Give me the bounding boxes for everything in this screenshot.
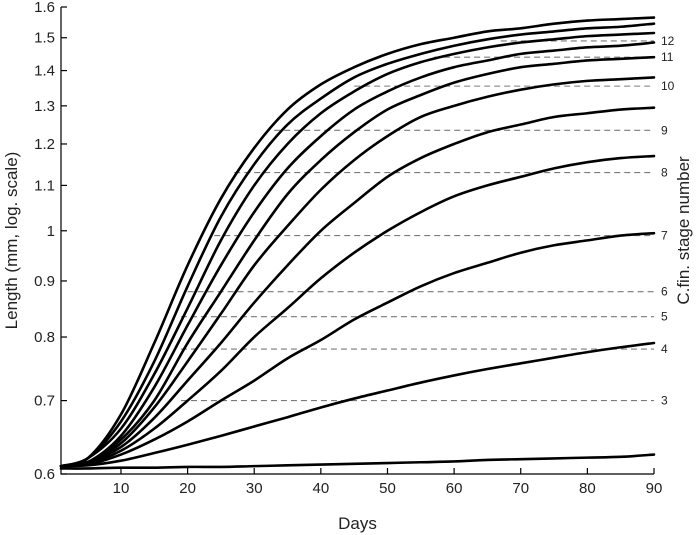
stage-label-7: 7 <box>661 229 668 243</box>
x-axis-title: Days <box>338 514 377 533</box>
stage-label-11: 11 <box>661 50 674 64</box>
growth-curve-11 <box>59 453 656 470</box>
right-axis-title: C.fin. stage number <box>674 156 693 305</box>
growth-curve-9 <box>59 231 656 468</box>
y-tick-label: 1.1 <box>34 177 55 194</box>
y-tick-label: 0.9 <box>34 273 55 290</box>
axes-layer: 0.6 0.7 0.8 0.9 1 1.1 1.2 1.3 1.4 1.5 1.6 10 20 30 40 5… <box>34 0 662 497</box>
x-tick-label: 80 <box>579 480 596 497</box>
y-tick-label: 1.5 <box>34 30 55 47</box>
x-tick-label: 60 <box>446 480 463 497</box>
stage-label-4: 4 <box>661 342 668 356</box>
stage-label-10: 10 <box>661 79 675 93</box>
growth-curve-1 <box>59 16 656 468</box>
y-tick-label: 1.2 <box>34 136 55 153</box>
growth-curve-4 <box>59 41 656 468</box>
y-tick-label: 1.6 <box>34 0 55 16</box>
x-tick-label: 70 <box>512 480 529 497</box>
growth-curve-5 <box>59 55 656 468</box>
y-tick-label: 1.3 <box>34 98 55 115</box>
growth-curve-2 <box>59 22 656 468</box>
x-tick-label: 30 <box>246 480 263 497</box>
stage-label-3: 3 <box>661 394 668 408</box>
stage-label-12: 12 <box>661 34 675 48</box>
growth-curve-7 <box>59 106 656 468</box>
curves-layer <box>59 16 656 470</box>
growth-curve-3 <box>59 31 656 468</box>
stage-label-6: 6 <box>661 285 668 299</box>
x-tick-label: 50 <box>379 480 396 497</box>
y-tick-label: 1 <box>47 223 55 240</box>
y-tick-label: 0.7 <box>34 393 55 410</box>
y-tick-label: 0.6 <box>34 466 55 483</box>
y-tick-label: 1.4 <box>34 63 55 80</box>
x-tick-label: 20 <box>179 480 196 497</box>
y-axis-title: Length (mm, log. scale) <box>2 152 21 330</box>
x-tick-label: 40 <box>313 480 330 497</box>
stage-label-8: 8 <box>661 166 668 180</box>
growth-curve-10 <box>59 341 656 468</box>
x-tick-label: 90 <box>646 480 663 497</box>
stage-label-5: 5 <box>661 310 668 324</box>
y-tick-label: 0.8 <box>34 329 55 346</box>
stage-label-9: 9 <box>661 123 668 137</box>
stage-lines-layer: 3 4 5 6 7 8 9 10 11 12 <box>180 34 675 408</box>
x-tick-label: 10 <box>113 480 130 497</box>
growth-curve-6 <box>59 76 656 468</box>
growth-curve-8 <box>59 154 656 468</box>
